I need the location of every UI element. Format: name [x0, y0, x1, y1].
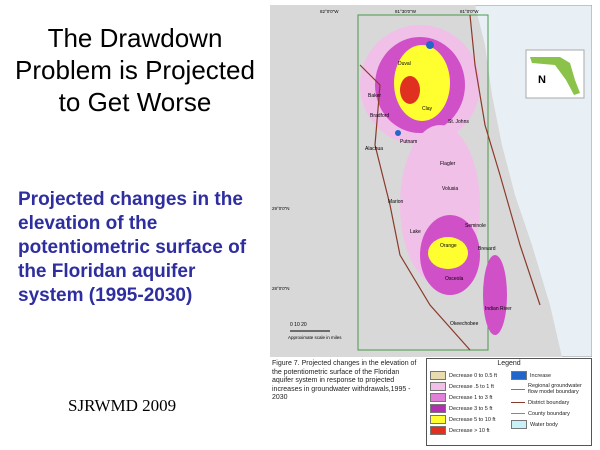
legend-label: Increase	[530, 372, 552, 379]
legend-label: Decrease 3 to 5 ft	[449, 405, 493, 412]
coordinate-label: 81°30'0"W	[395, 9, 417, 14]
county-label: Indian River	[485, 306, 512, 312]
increase-zone	[395, 130, 401, 136]
coordinate-label: 29°0'0"N	[272, 206, 290, 211]
legend-item: District boundary	[511, 397, 591, 408]
legend-swatch	[430, 415, 446, 424]
county-label: Flagler	[440, 161, 456, 167]
legend-item: Decrease 3 to 5 ft	[430, 403, 497, 414]
legend-swatch	[511, 413, 525, 414]
county-label: Baker	[368, 93, 381, 99]
county-label: Alachua	[365, 146, 383, 152]
slide-subtitle: Projected changes in the elevation of th…	[18, 189, 247, 306]
source-credit: SJRWMD 2009	[68, 396, 177, 415]
legend-label: Water body	[530, 421, 558, 428]
county-label: Volusia	[442, 186, 458, 192]
legend-swatch	[511, 388, 525, 390]
legend-item: Decrease 5 to 10 ft	[430, 414, 497, 425]
legend-item: Decrease .5 to 1 ft	[430, 381, 497, 392]
legend-item: Decrease > 10 ft	[430, 425, 497, 436]
model-boundary	[357, 14, 489, 351]
legend-item: Decrease 1 to 3 ft	[430, 392, 497, 403]
legend-swatch	[430, 371, 446, 380]
coordinate-label: 82°0'0"W	[320, 9, 339, 14]
legend-label: Decrease 1 to 3 ft	[449, 394, 493, 401]
inset-florida	[530, 57, 580, 95]
map: 82°0'0"W 81°30'0"W 81°0'0"W 29°0'0"N 28°0'0"…	[270, 5, 592, 357]
legend-item: Water body	[511, 419, 591, 430]
legend-item: Increase	[511, 370, 591, 381]
legend-label: County boundary	[528, 410, 570, 417]
legend-label: Decrease > 10 ft	[449, 427, 490, 434]
county-label: Bradford	[370, 113, 389, 119]
legend-label: District boundary	[528, 399, 570, 406]
decrease-zone	[483, 255, 507, 335]
legend-item: Regional groundwater flow model boundary	[511, 381, 591, 397]
county-label: Lake	[410, 229, 421, 235]
legend-label: Decrease 5 to 10 ft	[449, 416, 496, 423]
coordinate-label: 28°0'0"N	[272, 286, 290, 291]
north-arrow: N	[538, 74, 546, 86]
district-boundary	[469, 14, 541, 306]
legend-label: Decrease 0 to 0.5 ft	[449, 372, 497, 379]
county-label: Clay	[422, 106, 433, 112]
legend-column: Decrease 0 to 0.5 ft Decrease .5 to 1 ft D…	[430, 370, 497, 436]
increase-zone	[426, 41, 434, 49]
county-label: Orange	[440, 243, 457, 249]
coordinate-label: 81°0'0"W	[460, 9, 479, 14]
legend-label: Regional groundwater flow model boundary	[528, 383, 582, 395]
legend-swatch	[430, 426, 446, 435]
legend-swatch	[430, 404, 446, 413]
legend-column: Increase Regional groundwater flow model …	[511, 370, 591, 430]
legend-swatch	[511, 371, 527, 380]
district-boundary	[359, 64, 471, 351]
slide-title: The Drawdown Problem is Projected to Get…	[15, 23, 255, 117]
figure-caption: Figure 7. Projected changes in the eleva…	[272, 360, 417, 401]
legend-item: Decrease 0 to 0.5 ft	[430, 370, 497, 381]
county-label: Osceola	[445, 276, 464, 282]
legend-label: Decrease .5 to 1 ft	[449, 383, 494, 390]
county-label: Brevard	[478, 246, 496, 252]
county-label: Seminole	[465, 223, 486, 229]
county-label: Putnam	[400, 139, 417, 145]
scale-ticks: 0 10 20	[290, 322, 307, 328]
legend: Legend Decrease 0 to 0.5 ft Decrease .5 t…	[426, 358, 592, 446]
decrease-zone	[428, 237, 468, 269]
scale-label: Approximate scale in miles	[288, 335, 342, 340]
county-label: Marion	[388, 199, 404, 205]
county-label: St. Johns	[448, 119, 469, 125]
legend-item: County boundary	[511, 408, 591, 419]
county-label: Okeechobee	[450, 321, 479, 327]
legend-title: Legend	[497, 360, 521, 367]
decrease-zone	[400, 76, 420, 104]
county-label: Duval	[398, 61, 411, 67]
legend-swatch	[511, 402, 525, 403]
legend-swatch	[430, 393, 446, 402]
legend-swatch	[511, 420, 527, 429]
legend-swatch	[430, 382, 446, 391]
